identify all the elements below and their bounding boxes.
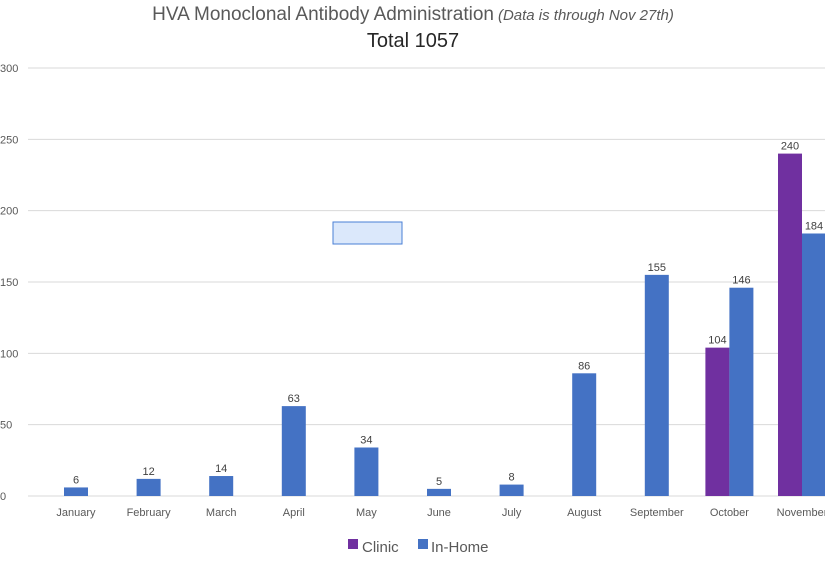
data-label: 240: [781, 141, 799, 153]
y-tick-label: 50: [0, 420, 12, 432]
data-label: 104: [708, 335, 726, 347]
bar-in-home-october: [729, 287, 754, 496]
bar-in-home-august: [572, 373, 597, 496]
x-tick-label: May: [356, 507, 377, 519]
bar-in-home-april: [281, 406, 306, 496]
y-tick-label: 150: [0, 277, 18, 289]
x-tick-label: January: [56, 507, 96, 519]
bar-in-home-june: [427, 488, 451, 496]
data-label: 86: [578, 360, 590, 372]
data-label: 146: [732, 275, 750, 287]
data-label: 63: [288, 393, 300, 405]
chart-subtitle: Total 1057: [367, 30, 459, 52]
legend-swatch-clinic: [348, 539, 358, 549]
legend-label-in-home: In-Home: [431, 539, 489, 556]
y-tick-label: 300: [0, 63, 18, 75]
legend-label-clinic: Clinic: [362, 539, 399, 556]
legend: Clinic In-Home: [348, 539, 489, 556]
data-labels: 6 12 14 63 34 5 8 86 155 104 146 240 184: [73, 141, 823, 488]
data-label: 14: [215, 463, 227, 475]
chart-title: HVA Monoclonal Antibody Administration (D…: [152, 4, 674, 25]
bar-in-home-february: [136, 478, 161, 496]
bar-in-home-july: [499, 484, 524, 496]
x-tick-label: April: [283, 507, 305, 519]
data-label: 155: [648, 262, 666, 274]
bars: [64, 153, 825, 496]
y-tick-label: 250: [0, 134, 18, 146]
bar-in-home-march: [209, 476, 234, 496]
data-label: 6: [73, 474, 79, 486]
data-label: 34: [360, 434, 372, 446]
selection-box[interactable]: [332, 221, 403, 245]
data-label: 12: [142, 466, 154, 478]
legend-swatch-in-home: [418, 539, 428, 549]
x-tick-label: July: [502, 507, 522, 519]
x-tick-label: February: [127, 507, 172, 519]
y-tick-label: 0: [0, 491, 6, 503]
y-tick-label: 200: [0, 206, 18, 218]
bar-in-home-november: [802, 233, 825, 496]
bar-clinic-october: [705, 347, 730, 496]
gridlines: [28, 67, 825, 497]
x-tick-label: August: [567, 507, 601, 519]
bar-in-home-may: [354, 447, 379, 496]
x-axis-ticks: January February March April May June July Augu…: [56, 507, 825, 519]
bar-in-home-september: [644, 274, 669, 496]
data-label: 8: [509, 472, 515, 484]
x-tick-label: September: [630, 507, 684, 519]
x-tick-label: November: [777, 507, 825, 519]
x-tick-label: March: [206, 507, 237, 519]
x-tick-label: June: [427, 507, 451, 519]
bar-clinic-november: [778, 153, 802, 496]
bar-in-home-january: [64, 487, 88, 496]
x-tick-label: October: [710, 507, 749, 519]
y-tick-label: 100: [0, 348, 18, 360]
y-axis-ticks: 0 50 100 150 200 250 300: [0, 63, 18, 503]
data-label: 184: [805, 220, 823, 232]
data-label: 5: [436, 476, 442, 488]
